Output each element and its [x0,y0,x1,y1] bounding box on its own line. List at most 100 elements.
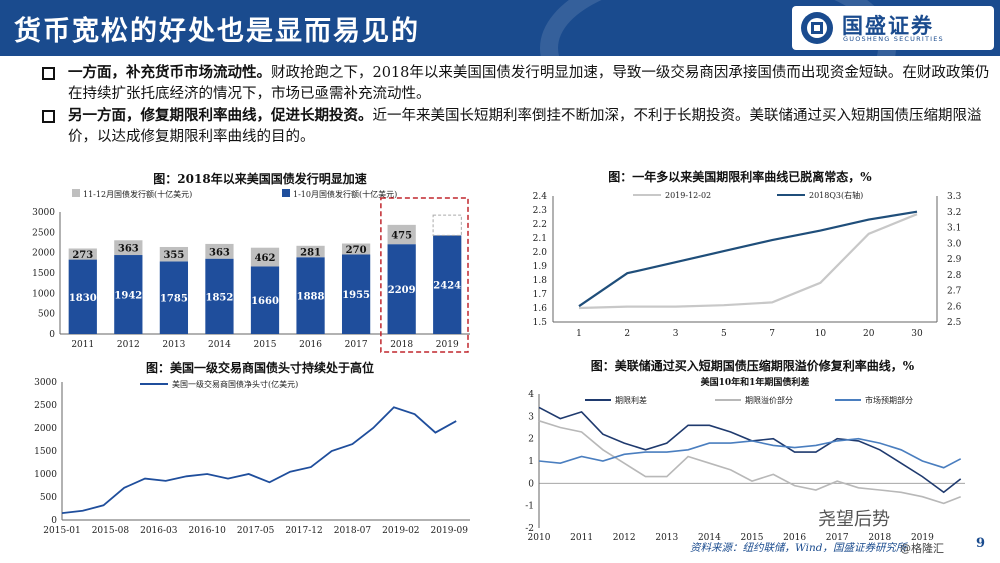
y-tick-label: 2 [528,435,534,445]
x-tick-label: 2016 [783,533,806,543]
series-line [61,406,457,514]
y-right-tick-label: 2.6 [947,302,962,312]
bar-segment [68,248,97,260]
data-label: 281 [300,248,321,259]
y-left-tick-label: 1.5 [533,318,548,328]
legend-swatch [282,189,290,197]
company-logo: 国盛证券 GUOSHENG SECURITIES [792,6,994,50]
legend-label: 美国一级交易商国债净头寸(亿美元) [172,379,298,389]
chart4-title: 图：美联储通过买入短期国债压缩期限溢价修复利率曲线，% [590,359,915,373]
data-label: 1888 [297,292,325,303]
y-tick-label: 2000 [32,249,55,259]
y-right-tick-label: 2.7 [947,287,962,297]
y-right-tick-label: 2.8 [947,271,962,281]
y-tick-label: 0 [49,330,55,340]
x-tick-label: 10 [815,329,827,339]
legend-label: 市场预期部分 [865,395,913,405]
y-right-tick-label: 3.3 [947,192,962,202]
bar-segment [341,254,371,334]
data-label: 462 [255,253,276,264]
x-tick-label: 2012 [613,533,636,543]
data-label: 2424 [433,281,461,292]
y-tick-label: 1 [528,457,534,467]
x-tick-label: 2015 [741,533,764,543]
x-tick-label: 2018-07 [334,526,372,536]
series-line [538,437,962,469]
bullet-item: 另一方面，修复期限利率曲线，促进长期投资。近一年来美国长短期利率倒挂不断加深，不… [40,105,990,148]
x-tick-label: 2015-08 [92,526,130,536]
series-line [538,420,961,505]
x-tick-label: 2016 [299,340,322,350]
bullet-text: 财政抢跑之下，2018年以来美国国债发行明显加速，导致一级交易商因承接国债而出现… [68,65,990,102]
legend-label: 期限利差 [615,395,647,405]
y-left-tick-label: 2.4 [533,192,548,202]
x-tick-label: 7 [769,329,775,339]
bar-segment [205,243,234,259]
y-left-tick-label: 2.1 [533,234,547,244]
data-label: 2209 [388,285,416,296]
y-left-tick-label: 1.8 [533,276,548,286]
y-left-tick-label: 2.3 [533,206,548,216]
bullet-square-icon [42,67,55,80]
x-tick-label: 2015 [254,340,277,350]
x-tick-label: 2019-02 [382,526,419,536]
bar-segment [250,266,280,334]
data-label: 1830 [69,293,97,304]
chart2-title: 图：一年多以来美国期限利率曲线已脱离常态，% [608,170,872,184]
y-left-tick-label: 2.0 [533,248,548,258]
y-tick-label: 0 [528,479,534,489]
x-tick-label: 20 [863,329,875,339]
logo-text: 国盛证券 [842,14,934,38]
legend-label: 期限溢价部分 [745,395,793,405]
y-left-tick-label: 1.9 [533,262,548,272]
x-tick-label: 2017-05 [237,526,275,536]
legend-swatch [72,189,80,197]
bullet-list: 一方面，补充货币市场流动性。财政抢跑之下，2018年以来美国国债发行明显加速，导… [40,62,990,148]
x-tick-label: 3 [673,329,679,339]
legend-label: 2018Q3(右轴) [809,190,863,200]
y-tick-label: 2500 [34,401,57,411]
source-note: 资料来源：纽约联储，Wind，国盛证券研究所 [690,542,907,554]
data-label: 355 [163,250,184,261]
bar-segment [296,257,325,334]
legend-label: 2019-12-02 [665,191,711,200]
chart1-title: 图：2018年以来美国国债发行明显加速 [153,172,367,186]
y-tick-label: 3000 [32,208,55,218]
logo-icon [801,12,833,44]
x-tick-label: 2018 [390,340,413,350]
yield-curve-chart: 1.5 1.6 1.7 1.8 1.9 2.0 2.1 2.2 2.3 2.4 2.5 2.6 2.7 2… [533,190,962,339]
watermark-handle: @格隆汇 [900,542,944,555]
bar-segment [341,243,371,255]
y-tick-label: 3000 [34,378,57,388]
x-tick-label: 5 [721,329,727,339]
y-tick-label: 3 [528,412,534,422]
y-tick-label: 2000 [34,424,57,434]
bar-segment [387,244,416,334]
data-label: 475 [391,231,412,242]
y-right-tick-label: 2.9 [947,255,962,265]
y-right-tick-label: 3.1 [947,224,961,234]
data-label: 363 [209,247,230,258]
bar-segment [114,240,143,256]
bullet-bold-lead: 一方面，补充货币市场流动性。 [68,64,271,81]
data-label: 1955 [342,290,370,301]
bullet-bold-lead: 另一方面，修复期限利率曲线，促进长期投资。 [68,107,373,124]
page-number: 9 [976,536,986,551]
x-tick-label: 2013 [162,340,185,350]
x-tick-label: 2013 [655,533,678,543]
bar-segment [296,245,325,258]
x-tick-label: 2011 [71,340,94,350]
header-bar: 货币宽松的好处也是显而易见的 国盛证券 GUOSHENG SECURITIES [0,0,1000,56]
data-label: 270 [346,245,367,256]
x-tick-label: 2019 [436,340,459,350]
bar-placeholder [432,214,462,236]
x-tick-label: 2012 [117,340,140,350]
y-tick-label: 4 [528,390,534,400]
bullet-text: 近一年来美国长短期利率倒挂不断加深，不利于长期投资。美联储通过买入短期国债压缩期… [68,108,982,145]
bar-segment [433,235,462,334]
y-right-tick-label: 3.2 [947,208,961,218]
bar-segment [114,255,143,334]
y-tick-label: 1500 [34,447,57,457]
bar-segment [205,258,234,334]
y-left-tick-label: 2.2 [533,220,547,230]
